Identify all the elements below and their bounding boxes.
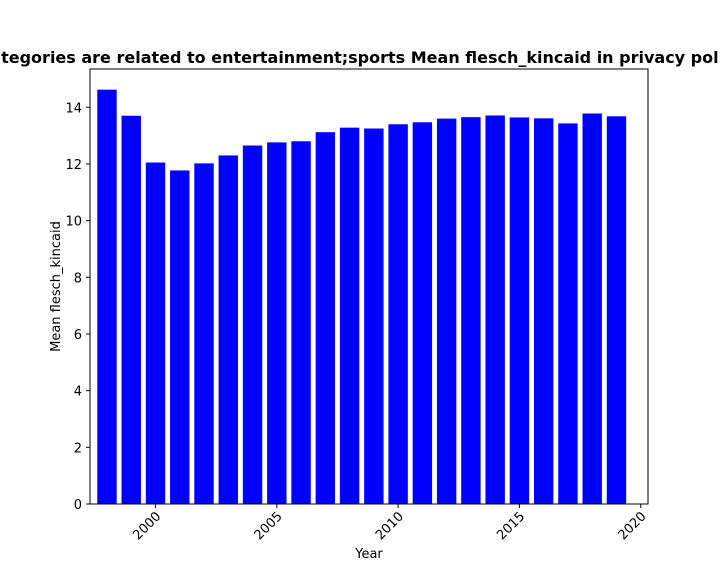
bar-2018 — [582, 113, 602, 505]
y-tick-label: 4 — [74, 385, 82, 400]
x-tick-label: 2005 — [252, 509, 286, 543]
bar-2001 — [170, 170, 190, 505]
bar-2002 — [194, 163, 214, 504]
bar-2010 — [388, 124, 408, 504]
y-axis-ticks: 0 2 4 6 8 10 12 14 — [65, 101, 90, 513]
x-axis-ticks: 2000 2005 2010 2015 2020 — [130, 504, 650, 543]
bar-2004 — [242, 145, 263, 505]
y-tick-label: 8 — [74, 271, 82, 286]
x-tick-label: 2020 — [616, 509, 650, 543]
bar-2003 — [218, 155, 238, 504]
x-tick-label: 2015 — [494, 509, 528, 543]
bar-1998 — [97, 89, 117, 505]
bar-1999 — [121, 115, 141, 504]
plot-frame — [89, 68, 649, 505]
bar-2005 — [267, 142, 287, 504]
bars-group — [97, 89, 627, 505]
x-tick-label: 2010 — [373, 509, 407, 543]
bar-2006 — [291, 141, 311, 504]
bar-2011 — [412, 122, 433, 505]
x-axis-label: Year — [354, 547, 383, 562]
bar-2000 — [145, 162, 166, 504]
y-tick-label: 0 — [74, 498, 82, 513]
y-tick-label: 6 — [74, 328, 82, 343]
y-tick-label: 14 — [65, 101, 82, 116]
y-tick-label: 2 — [74, 441, 82, 456]
bar-2014 — [485, 115, 505, 504]
y-axis-label: Mean flesch_kincaid — [49, 221, 64, 352]
bar-2009 — [364, 128, 384, 504]
bar-2016 — [533, 118, 554, 504]
x-tick-label: 2000 — [130, 509, 164, 543]
bar-2019 — [606, 116, 627, 504]
y-tick-label: 12 — [65, 158, 82, 173]
bar-2015 — [509, 117, 530, 504]
chart-title: Categories are related to entertainment;… — [0, 48, 720, 67]
y-tick-label: 10 — [65, 215, 82, 230]
bar-2013 — [461, 117, 481, 504]
bar-2017 — [558, 123, 578, 504]
bar-2008 — [339, 127, 360, 504]
bar-2012 — [436, 118, 457, 504]
bar-2007 — [315, 132, 336, 504]
